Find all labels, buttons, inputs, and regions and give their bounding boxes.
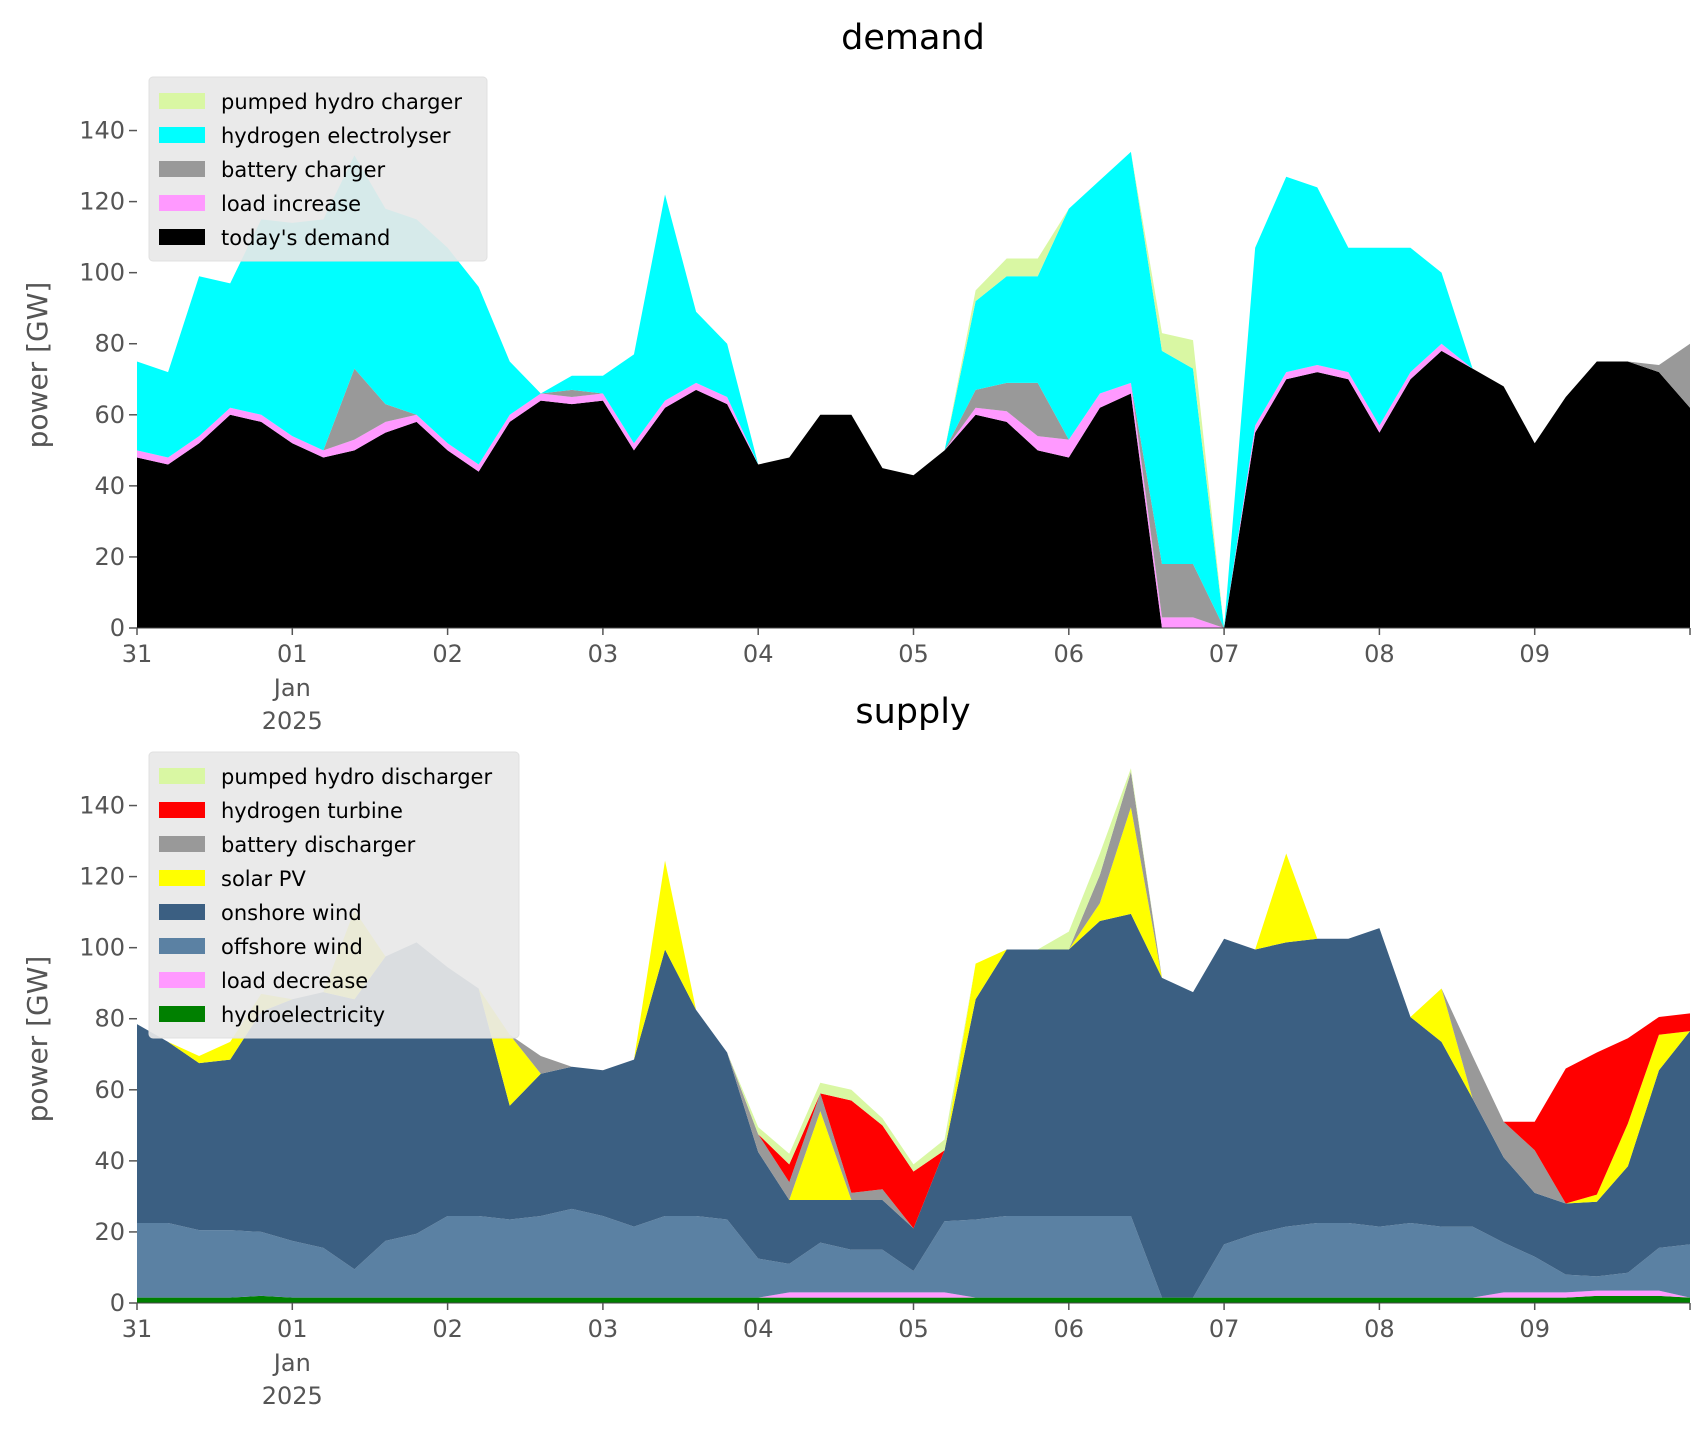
demand-legend: pumped hydro charger hydrogen electrolyse… bbox=[148, 76, 488, 262]
supply-legend: pumped hydro discharger hydrogen turbine b… bbox=[148, 751, 520, 1039]
supply-legend-label-onshore-wind: onshore wind bbox=[221, 901, 362, 925]
supply-legend-swatch-battery-discharger bbox=[159, 836, 205, 852]
supply-x-tick-label: 06 bbox=[1054, 1315, 1085, 1343]
demand-y-tick-label: 140 bbox=[79, 117, 125, 145]
demand-y-tick-label: 120 bbox=[79, 188, 125, 216]
supply-legend-label-hydrogen-turbine: hydrogen turbine bbox=[221, 799, 403, 823]
demand-area-hydrogen-electrolyser bbox=[137, 151, 1690, 628]
supply-area-solar-pv bbox=[137, 807, 1690, 1229]
demand-ylabel: power [GW] bbox=[21, 282, 54, 449]
demand-x-tick-label: 08 bbox=[1364, 640, 1395, 668]
supply-y-tick-label: 20 bbox=[94, 1218, 125, 1246]
supply-x-tick-label: 03 bbox=[588, 1315, 619, 1343]
supply-legend-label-pumped-hydro-discharger: pumped hydro discharger bbox=[221, 765, 492, 789]
demand-legend-label-load-increase: load increase bbox=[221, 192, 361, 216]
supply-areas bbox=[137, 768, 1690, 1303]
demand-y-tick-label: 100 bbox=[79, 259, 125, 287]
supply-y-tick-label: 100 bbox=[79, 934, 125, 962]
supply-y-tick-label: 80 bbox=[94, 1005, 125, 1033]
supply-legend-swatch-hydrogen-turbine bbox=[159, 802, 205, 818]
supply-legend-label-battery-discharger: battery discharger bbox=[221, 833, 416, 857]
demand-legend-swatch-load-increase bbox=[159, 195, 205, 211]
demand-x-sub-label: Jan bbox=[272, 674, 311, 702]
demand-x-tick-label: 05 bbox=[898, 640, 929, 668]
supply-legend-swatch-load-decrease bbox=[159, 972, 205, 988]
demand-x-tick-label: 31 bbox=[122, 640, 153, 668]
demand-x-tick-label: 01 bbox=[277, 640, 308, 668]
demand-legend-swatch-today-s-demand bbox=[159, 229, 205, 245]
supply-y-tick-label: 60 bbox=[94, 1076, 125, 1104]
demand-y-tick-label: 80 bbox=[94, 330, 125, 358]
supply-legend-label-offshore-wind: offshore wind bbox=[221, 935, 363, 959]
supply-x-sub-label: Jan bbox=[272, 1349, 311, 1377]
demand-legend-swatch-hydrogen-electrolyser bbox=[159, 127, 205, 143]
demand-x-tick-label: 04 bbox=[743, 640, 774, 668]
supply-x-tick-label: 05 bbox=[898, 1315, 929, 1343]
demand-legend-swatch-battery-charger bbox=[159, 161, 205, 177]
demand-legend-label-hydrogen-electrolyser: hydrogen electrolyser bbox=[221, 124, 451, 148]
supply-title: supply bbox=[855, 692, 970, 732]
supply-legend-label-load-decrease: load decrease bbox=[221, 969, 368, 993]
supply-x-tick-label: 08 bbox=[1364, 1315, 1395, 1343]
demand-legend-swatch-pumped-hydro-charger bbox=[159, 93, 205, 109]
demand-x-tick-label: 02 bbox=[432, 640, 463, 668]
supply-legend-swatch-offshore-wind bbox=[159, 938, 205, 954]
demand-x-tick-label: 07 bbox=[1209, 640, 1240, 668]
supply-x-tick-label: 02 bbox=[432, 1315, 463, 1343]
demand-legend-label-pumped-hydro-charger: pumped hydro charger bbox=[221, 90, 462, 114]
demand-y-tick-label: 60 bbox=[94, 401, 125, 429]
demand-y-tick-label: 0 bbox=[110, 614, 125, 642]
demand-legend-label-today-s-demand: today's demand bbox=[221, 226, 390, 250]
supply-y-tick-label: 120 bbox=[79, 863, 125, 891]
demand-legend-box bbox=[148, 76, 488, 262]
supply-x-tick-label: 04 bbox=[743, 1315, 774, 1343]
demand-legend-label-battery-charger: battery charger bbox=[221, 158, 386, 182]
demand-x-tick-label: 09 bbox=[1519, 640, 1550, 668]
demand-axes: 0 20 40 60 80 100 120 140 31 01 02 03 04 05 06 07 08 09 Ja… bbox=[79, 117, 1691, 735]
demand-x-tick-label: 03 bbox=[588, 640, 619, 668]
supply-legend-swatch-onshore-wind bbox=[159, 904, 205, 920]
supply-legend-label-solar-pv: solar PV bbox=[221, 867, 306, 891]
supply-legend-swatch-hydroelectricity bbox=[159, 1006, 205, 1022]
supply-legend-label-hydroelectricity: hydroelectricity bbox=[221, 1003, 385, 1027]
supply-area-battery-discharger bbox=[137, 771, 1690, 1229]
supply-area-hydroelectricity bbox=[137, 1295, 1690, 1303]
supply-y-tick-label: 140 bbox=[79, 792, 125, 820]
supply-area-offshore-wind bbox=[137, 1208, 1690, 1298]
supply-x-sub-label: 2025 bbox=[262, 1382, 323, 1410]
supply-x-tick-label: 31 bbox=[122, 1315, 153, 1343]
supply-x-tick-label: 09 bbox=[1519, 1315, 1550, 1343]
supply-ylabel: power [GW] bbox=[21, 956, 54, 1123]
demand-y-tick-label: 40 bbox=[94, 472, 125, 500]
supply-legend-swatch-pumped-hydro-discharger bbox=[159, 768, 205, 784]
supply-legend-swatch-solar-pv bbox=[159, 870, 205, 886]
demand-area-today-s-demand bbox=[137, 350, 1690, 628]
supply-y-tick-label: 0 bbox=[110, 1289, 125, 1317]
demand-title: demand bbox=[841, 18, 985, 58]
demand-x-tick-label: 06 bbox=[1054, 640, 1085, 668]
demand-y-tick-label: 20 bbox=[94, 543, 125, 571]
demand-x-sub-label: 2025 bbox=[262, 707, 323, 735]
supply-y-tick-label: 40 bbox=[94, 1147, 125, 1175]
demand-areas bbox=[137, 151, 1690, 628]
supply-x-tick-label: 07 bbox=[1209, 1315, 1240, 1343]
supply-area-onshore-wind bbox=[137, 913, 1690, 1298]
supply-axes: 0 20 40 60 80 100 120 140 31 01 02 03 04 05 06 07 08 09 Ja… bbox=[79, 792, 1691, 1410]
supply-legend-box bbox=[148, 751, 520, 1039]
supply-x-tick-label: 01 bbox=[277, 1315, 308, 1343]
supply-area-load-decrease bbox=[137, 1290, 1690, 1298]
